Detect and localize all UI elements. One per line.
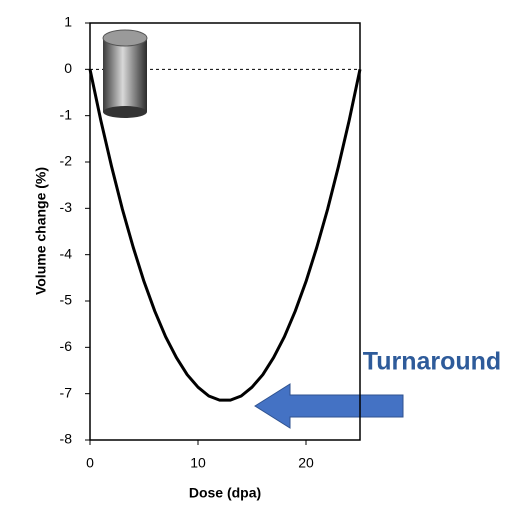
- y-tick-label: -1: [60, 106, 73, 122]
- x-tick-label: 10: [190, 455, 206, 471]
- y-tick-label: 1: [64, 14, 72, 30]
- y-tick-label: 0: [64, 60, 72, 76]
- x-axis-title: Dose (dpa): [189, 485, 261, 501]
- x-tick-label: 20: [298, 455, 314, 471]
- arrow: [254, 383, 404, 429]
- cylinder-icon: [102, 29, 148, 118]
- x-tick-label: 0: [86, 455, 94, 471]
- data-line: [88, 69, 362, 402]
- y-tick-label: -8: [60, 431, 73, 447]
- y-tick-label: -4: [60, 245, 73, 261]
- y-tick-label: -6: [60, 338, 73, 354]
- y-tick-label: -5: [60, 292, 73, 308]
- plot-frame: [89, 22, 361, 441]
- y-tick-label: -3: [60, 199, 73, 215]
- y-tick-label: -2: [60, 153, 73, 169]
- y-tick-label: -7: [60, 384, 73, 400]
- annotation: Turnaround: [363, 348, 501, 376]
- y-axis-title: Volume change (%): [33, 167, 49, 295]
